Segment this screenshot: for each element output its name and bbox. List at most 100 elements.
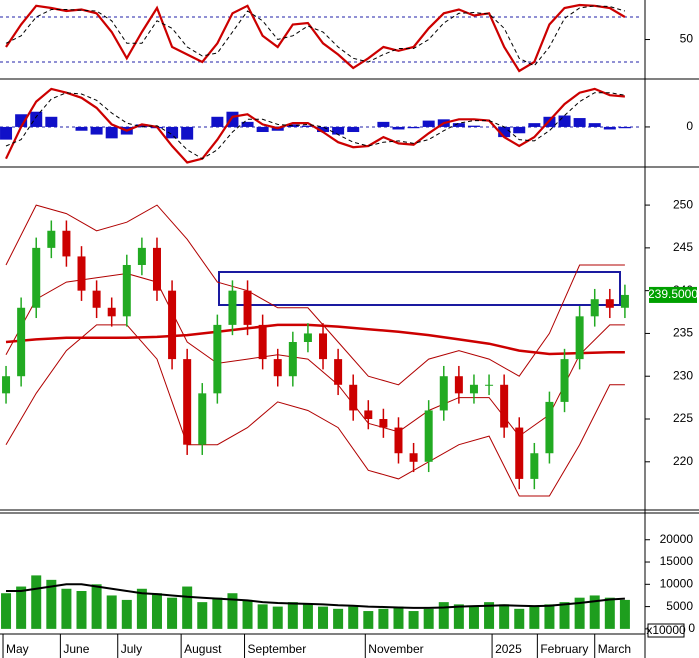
volume-bar: [529, 606, 540, 629]
candle-body: [349, 384, 358, 411]
candle-body: [364, 410, 373, 420]
candle-body: [198, 393, 207, 445]
candle-body: [394, 427, 403, 454]
histogram-bar: [528, 123, 541, 127]
x-tick-label: March: [598, 642, 631, 656]
histogram-bar: [467, 125, 480, 127]
histogram-bar: [377, 121, 390, 127]
y-tick-label: 250: [673, 197, 693, 211]
histogram-bar: [588, 123, 601, 127]
y-tick-label: 15000: [660, 554, 694, 568]
volume-bar: [31, 575, 42, 629]
candle-body: [168, 290, 177, 360]
candle-body: [107, 307, 116, 317]
volume-bar: [151, 593, 162, 629]
candle-body: [122, 264, 131, 317]
y-tick-label: 220: [673, 454, 693, 468]
candle-body: [334, 359, 343, 385]
candle-body: [530, 453, 539, 479]
candle-body: [213, 324, 222, 394]
x-tick-label: May: [6, 642, 29, 656]
histogram-bar: [30, 111, 43, 127]
last-price-label: 239.5000: [648, 287, 698, 301]
histogram-bar: [452, 123, 465, 127]
x-tick-label: July: [121, 642, 142, 656]
histogram-bar: [558, 115, 571, 127]
volume-bar: [91, 584, 102, 629]
volume-bar: [604, 597, 615, 629]
volume-bar: [574, 597, 585, 629]
volume-bar: [121, 599, 132, 629]
candle-body: [439, 376, 448, 411]
volume-bar: [272, 606, 283, 629]
y-tick-label: 10000: [660, 576, 694, 590]
candle-body: [47, 230, 56, 248]
histogram-bar: [332, 126, 345, 135]
candle-body: [2, 376, 11, 394]
candle-body: [409, 453, 418, 462]
candle-body: [62, 230, 71, 257]
last-price-box: [649, 286, 697, 303]
histogram-bar: [241, 121, 254, 127]
histogram-bar: [135, 124, 148, 127]
histogram-bar: [181, 126, 194, 140]
volume-bar: [363, 611, 374, 629]
x-tick-label: November: [368, 642, 423, 656]
histogram-bar: [105, 126, 118, 139]
histogram-bar: [256, 126, 269, 133]
volume-bar: [136, 588, 147, 629]
candle-body: [590, 299, 599, 317]
overlay-line: [5, 272, 625, 437]
indicator-line: [5, 92, 625, 160]
y-tick-label: 225: [673, 411, 693, 425]
candle-body: [243, 290, 252, 325]
candle-body: [605, 299, 614, 308]
candle-body: [500, 384, 509, 428]
volume-bar: [619, 599, 630, 629]
candle-body: [288, 341, 297, 377]
volume-bar: [227, 593, 238, 629]
histogram-bar: [498, 126, 511, 138]
indicator-line: [5, 3, 626, 73]
volume-bar: [484, 602, 495, 629]
unit-label: x10000: [646, 623, 686, 637]
candle-body: [620, 294, 629, 308]
volume-bar: [302, 604, 313, 629]
x-tick-label: August: [184, 642, 222, 656]
candle-body: [77, 256, 86, 291]
histogram-bar: [603, 126, 616, 130]
highlight-box: [218, 271, 621, 306]
y-tick-label: 0: [686, 119, 693, 133]
histogram-bar: [347, 126, 360, 133]
indicator-line: [5, 87, 625, 164]
candle-body: [454, 376, 463, 394]
unit-box: [647, 623, 685, 638]
volume-bar: [16, 586, 27, 629]
volume-bar: [257, 604, 268, 629]
volume-bar: [589, 595, 600, 629]
volume-bar: [212, 597, 223, 629]
volume-bar: [333, 608, 344, 629]
volume-bar: [318, 606, 329, 629]
candle-body: [273, 359, 282, 377]
histogram-bar: [301, 125, 314, 127]
volume-bar: [378, 608, 389, 629]
volume-bar: [514, 608, 525, 629]
candle-body: [137, 247, 146, 265]
volume-bar: [167, 597, 178, 629]
candle-body: [560, 359, 569, 402]
histogram-bar: [45, 116, 58, 127]
x-tick-label: February: [540, 642, 588, 656]
y-tick-label: 0: [688, 621, 695, 635]
volume-average-line: [6, 583, 625, 609]
candle-body: [32, 247, 41, 308]
candle-body: [303, 333, 312, 342]
candle-body: [379, 419, 388, 428]
volume-bar: [499, 604, 510, 629]
y-tick-label: 50: [680, 32, 694, 46]
volume-bar: [242, 599, 253, 629]
histogram-bar: [211, 116, 224, 127]
volume-bar: [393, 606, 404, 629]
